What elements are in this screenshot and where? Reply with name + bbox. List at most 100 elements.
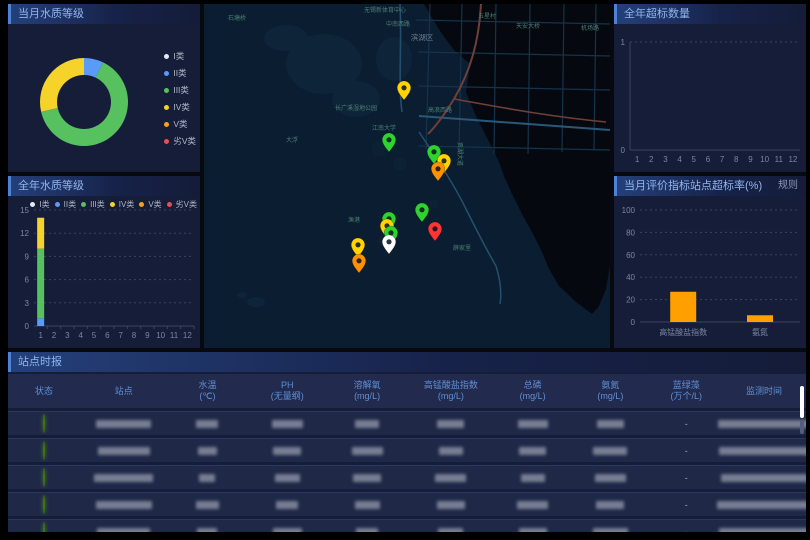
legend-label: II类 bbox=[173, 67, 186, 79]
time-cell bbox=[719, 523, 806, 533]
panel-title: 全年超标数量 bbox=[614, 4, 806, 24]
station-cell bbox=[96, 496, 152, 514]
legend-dot bbox=[81, 202, 86, 207]
value-cell bbox=[197, 523, 217, 533]
map-label: 高浪西路 bbox=[428, 106, 452, 114]
svg-text:80: 80 bbox=[626, 228, 635, 237]
redacted-value bbox=[353, 474, 381, 482]
legend-item[interactable]: IV类 bbox=[110, 199, 135, 210]
legend-item[interactable]: II类 bbox=[164, 67, 196, 79]
redacted-value bbox=[98, 447, 150, 455]
map[interactable]: 石塘桥无锡新体育中心中南西路滨湖区五星村天安大桥机场路大浮江南大学高浪西路长广溪… bbox=[204, 4, 610, 348]
map-label: 滨湖区 bbox=[411, 32, 434, 42]
legend-item[interactable]: 劣V类 bbox=[167, 199, 197, 210]
panel-station-report: 站点时报 状态站点水温(℃)PH(无量纲)溶解氧(mg/L)高锰酸盐指数(mg/… bbox=[8, 352, 806, 532]
table-row[interactable]: - bbox=[8, 519, 806, 532]
legend-item[interactable]: I类 bbox=[30, 199, 49, 210]
legend-item[interactable]: IV类 bbox=[164, 101, 196, 113]
value-cell bbox=[596, 496, 624, 514]
value-cell bbox=[272, 415, 303, 433]
table-row[interactable]: - bbox=[8, 438, 806, 462]
station-cell bbox=[98, 442, 150, 460]
svg-text:7: 7 bbox=[720, 155, 725, 164]
map-label: 渔港 bbox=[348, 216, 360, 224]
svg-text:0: 0 bbox=[631, 318, 636, 327]
scrollbar-track[interactable] bbox=[800, 420, 804, 434]
table-row[interactable]: - bbox=[8, 411, 806, 435]
legend-item[interactable]: 劣V类 bbox=[164, 135, 196, 147]
svg-text:5: 5 bbox=[692, 155, 697, 164]
svg-text:15: 15 bbox=[20, 206, 29, 215]
redacted-value bbox=[717, 501, 806, 509]
legend-item[interactable]: III类 bbox=[81, 199, 105, 210]
redacted-value bbox=[272, 420, 303, 428]
redacted-value bbox=[437, 420, 464, 428]
legend-item[interactable]: I类 bbox=[164, 50, 196, 62]
redacted-value bbox=[96, 420, 151, 428]
map-label: 薛家里 bbox=[453, 244, 471, 252]
legend-dot bbox=[167, 202, 172, 207]
value-cell bbox=[519, 523, 547, 533]
legend-item[interactable]: III类 bbox=[164, 84, 196, 96]
value-cell bbox=[356, 523, 378, 533]
legend-label: IV类 bbox=[173, 101, 190, 113]
panel-title-text: 全年超标数量 bbox=[624, 4, 690, 24]
redacted-value bbox=[196, 420, 218, 428]
status-cell bbox=[43, 469, 45, 487]
redacted-value bbox=[94, 474, 153, 482]
value-cell bbox=[521, 469, 545, 487]
time-cell bbox=[718, 415, 806, 433]
panel-title-text: 全年水质等级 bbox=[18, 176, 84, 196]
redacted-value bbox=[518, 420, 548, 428]
rule-link[interactable]: 规则 bbox=[778, 176, 806, 196]
table-row[interactable]: - bbox=[8, 465, 806, 489]
legend-item[interactable]: V类 bbox=[164, 118, 196, 130]
legend-item[interactable]: V类 bbox=[139, 199, 161, 210]
table-header-cell: 蓝绿藻(万个/L) bbox=[650, 380, 722, 402]
value-cell bbox=[437, 496, 465, 514]
svg-text:0: 0 bbox=[25, 322, 30, 331]
value-cell bbox=[198, 442, 217, 460]
map-label: 机场路 bbox=[581, 24, 599, 32]
svg-text:100: 100 bbox=[622, 206, 636, 215]
svg-text:10: 10 bbox=[156, 331, 165, 340]
value-cell bbox=[517, 496, 548, 514]
legend-dot bbox=[164, 105, 169, 110]
legend-dot bbox=[164, 54, 169, 59]
redacted-value bbox=[435, 474, 466, 482]
svg-text:9: 9 bbox=[748, 155, 753, 164]
redacted-value bbox=[596, 501, 624, 509]
value-cell bbox=[273, 442, 301, 460]
table-row[interactable]: - bbox=[8, 492, 806, 516]
redacted-value bbox=[355, 501, 380, 509]
svg-text:5: 5 bbox=[92, 331, 97, 340]
panel-month-water-grade: 当月水质等级 I类II类III类IV类V类劣V类 bbox=[8, 4, 200, 172]
value-cell bbox=[276, 496, 298, 514]
table-header-cell: 总磷(mg/L) bbox=[495, 380, 571, 402]
table-header-cell: 监测时间 bbox=[722, 386, 806, 397]
panel-year-water-grade: 全年水质等级 I类II类III类IV类V类劣V类 036912151234567… bbox=[8, 176, 200, 348]
legend-item[interactable]: II类 bbox=[55, 199, 76, 210]
algae-cell: - bbox=[685, 473, 688, 483]
svg-text:12: 12 bbox=[20, 229, 29, 238]
line-chart: 10123456789101112 bbox=[614, 24, 806, 172]
stacked-bar-legend: I类 II类 III类 IV类 V类劣V类 bbox=[30, 199, 197, 210]
panel-month-exceed-rate: 当月评价指标站点超标率(%) 规则 020406080100高锰酸盐指数氨氮 bbox=[614, 176, 806, 348]
redacted-value bbox=[597, 420, 624, 428]
status-dot-green bbox=[43, 414, 45, 433]
svg-text:1: 1 bbox=[38, 331, 43, 340]
value-cell bbox=[439, 442, 463, 460]
algae-cell: - bbox=[685, 500, 688, 510]
map-panel[interactable]: 石塘桥无锡新体育中心中南西路滨湖区五星村天安大桥机场路大浮江南大学高浪西路长广溪… bbox=[204, 4, 610, 348]
svg-text:3: 3 bbox=[25, 299, 30, 308]
panel-title: 当月评价指标站点超标率(%) 规则 bbox=[614, 176, 806, 196]
scrollbar-thumb[interactable] bbox=[800, 386, 804, 418]
legend-dot bbox=[164, 71, 169, 76]
redacted-value bbox=[96, 501, 152, 509]
donut-legend: I类 II类 III类 IV类 V类劣V类 bbox=[164, 50, 196, 147]
rate-bar-chart: 020406080100高锰酸盐指数氨氮 bbox=[614, 196, 806, 348]
status-dot-green bbox=[43, 468, 45, 487]
legend-dot bbox=[164, 139, 169, 144]
redacted-value bbox=[517, 501, 548, 509]
svg-text:7: 7 bbox=[118, 331, 123, 340]
